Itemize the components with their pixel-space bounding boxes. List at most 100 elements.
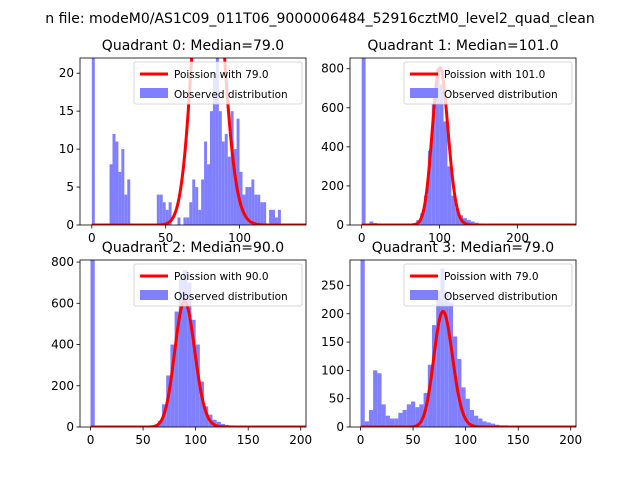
hist-bar [402, 410, 407, 427]
hist-bar [178, 278, 184, 427]
subplot-title: Quadrant 2: Median=90.0 [102, 240, 284, 256]
hist-bar [398, 412, 403, 427]
legend-box [133, 61, 303, 105]
x-tick-label: 0 [87, 433, 95, 447]
x-tick-label: 100 [454, 433, 477, 447]
hist-bar [91, 58, 95, 225]
hist-bar [431, 325, 437, 427]
hist-bar [361, 58, 366, 225]
hist-bar [192, 179, 196, 225]
subplot-0: 0 50 100 0 5 10 15 20 Quadrant 0: Median=79.0 Poi… [59, 38, 307, 245]
x-tick-label: 150 [237, 433, 260, 447]
hist-bar [170, 344, 175, 427]
subplot-title: Quadrant 1: Median=101.0 [367, 38, 558, 54]
y-tick-label: 50 [329, 392, 344, 406]
subplot-3: 0 50 100 150 200 0 50 100 150 200 250 Quadrant 3: M… [321, 240, 582, 447]
x-tick-label: 100 [184, 433, 207, 447]
hist-bar [415, 407, 420, 427]
hist-bar [257, 194, 261, 225]
legend: Poission with 79.0 Observed distribution [133, 61, 303, 105]
hist-bar [360, 260, 365, 427]
hist-bar [463, 218, 467, 225]
hist-bar [277, 209, 281, 225]
y-tick-label: 0 [66, 420, 74, 434]
y-tick-label: 0 [336, 420, 344, 434]
hist-bar [470, 221, 475, 225]
y-tick-label: 15 [59, 104, 74, 118]
hist-bar [389, 418, 395, 427]
hist-bar [177, 217, 181, 225]
hist-bar [221, 141, 225, 225]
y-tick-label: 100 [321, 363, 344, 377]
y-tick-label: 250 [321, 278, 344, 292]
legend-entry-poisson: Poission with 79.0 [444, 271, 539, 283]
y-tick-label: 200 [51, 379, 74, 393]
hist-bar [162, 202, 166, 225]
y-tick-label: 600 [321, 101, 344, 115]
hist-bar [124, 194, 128, 225]
hist-bar [227, 156, 231, 225]
poisson-curve [360, 310, 576, 427]
hist-bar [159, 194, 163, 225]
hist-bar [109, 164, 113, 225]
hist-bar [447, 166, 452, 225]
legend-box [403, 263, 573, 307]
hist-bar [218, 111, 222, 225]
hist-bar [224, 133, 228, 225]
y-tick-label: 800 [51, 255, 74, 269]
hist-bar [436, 291, 441, 427]
hist-bar [191, 319, 196, 427]
hist-bar [385, 415, 390, 427]
hist-bar [186, 217, 190, 225]
y-tick-label: 200 [321, 179, 344, 193]
hist-bar [254, 194, 258, 225]
hist-bar [465, 398, 470, 427]
hist-bar [377, 373, 382, 427]
plot-area [90, 260, 306, 427]
hist-bar [469, 410, 475, 427]
legend-entry-observed: Observed distribution [444, 291, 558, 303]
x-tick-label: 200 [506, 231, 529, 245]
hist-bar [209, 111, 213, 225]
hist-bar [168, 202, 172, 225]
y-tick-label: 400 [321, 140, 344, 154]
y-tick-label: 0 [66, 218, 74, 232]
y-tick-label: 800 [321, 62, 344, 76]
hist-bar [448, 302, 454, 427]
hist-bar [410, 401, 416, 427]
x-tick-label: 50 [405, 433, 420, 447]
figure-suptitle: n file: modeM0/AS1C09_011T06_9000006484_… [45, 11, 594, 27]
legend-entry-observed: Observed distribution [174, 291, 288, 303]
hist-bar [248, 187, 252, 225]
legend-patch-swatch [410, 88, 438, 98]
hist-bar [198, 209, 202, 225]
subplot-title: Quadrant 0: Median=79.0 [102, 38, 284, 54]
legend-entry-poisson: Poission with 90.0 [174, 271, 269, 283]
hist-bar [187, 282, 192, 427]
hist-bar [174, 311, 179, 427]
hist-bar [156, 194, 160, 225]
x-tick-label: 50 [158, 231, 173, 245]
hist-bar [239, 171, 243, 225]
x-tick-label: 0 [358, 231, 366, 245]
subplot-title: Quadrant 3: Median=79.0 [372, 240, 554, 256]
hist-bar [195, 187, 199, 225]
hist-bar [394, 418, 399, 427]
x-tick-label: 150 [507, 433, 530, 447]
hist-bar [439, 84, 444, 225]
legend-entry-observed: Observed distribution [174, 89, 288, 101]
legend-patch-swatch [410, 290, 438, 300]
legend-box [403, 61, 573, 105]
plot-area [360, 260, 576, 427]
hist-bar [230, 111, 234, 225]
axes-frame [79, 259, 307, 428]
subplot-grid: 0 50 100 0 5 10 15 20 Quadrant 0: Median=79.0 Poi… [51, 38, 582, 447]
y-tick-label: 0 [336, 218, 344, 232]
hist-bar [440, 268, 445, 427]
hist-bar [251, 179, 255, 225]
hist-bar [183, 270, 188, 427]
hist-bar [263, 202, 267, 225]
hist-bar [419, 404, 424, 427]
hist-bar [245, 187, 249, 225]
